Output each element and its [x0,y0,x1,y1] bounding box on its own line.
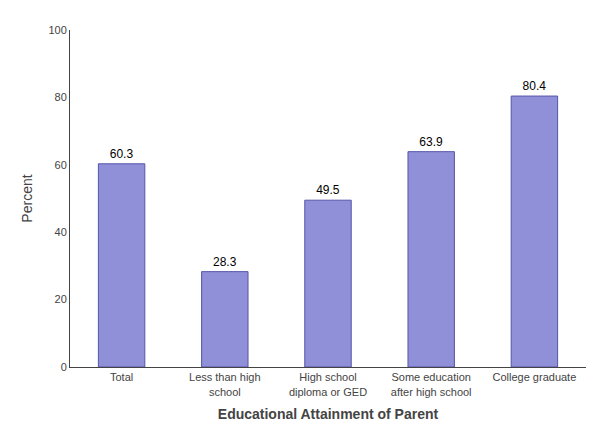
svg-text:80.4: 80.4 [523,79,547,93]
svg-text:Total: Total [110,371,133,383]
svg-text:28.3: 28.3 [213,255,237,269]
svg-text:Less than highschool: Less than highschool [189,371,261,397]
svg-text:49.5: 49.5 [316,183,340,197]
svg-text:Some educationafter high schoo: Some educationafter high school [391,371,472,397]
svg-text:80: 80 [55,91,67,103]
svg-text:Educational Attainment of Pare: Educational Attainment of Parent [218,406,439,422]
svg-text:College graduate: College graduate [493,371,577,383]
svg-text:40: 40 [55,226,67,238]
svg-text:20: 20 [55,293,67,305]
svg-text:60: 60 [55,159,67,171]
svg-text:100: 100 [48,24,66,36]
svg-text:63.9: 63.9 [419,135,443,149]
svg-text:60.3: 60.3 [110,147,134,161]
svg-text:Percent: Percent [19,174,35,222]
svg-text:0: 0 [61,361,67,373]
svg-text:High schooldiploma or GED: High schooldiploma or GED [289,371,367,397]
